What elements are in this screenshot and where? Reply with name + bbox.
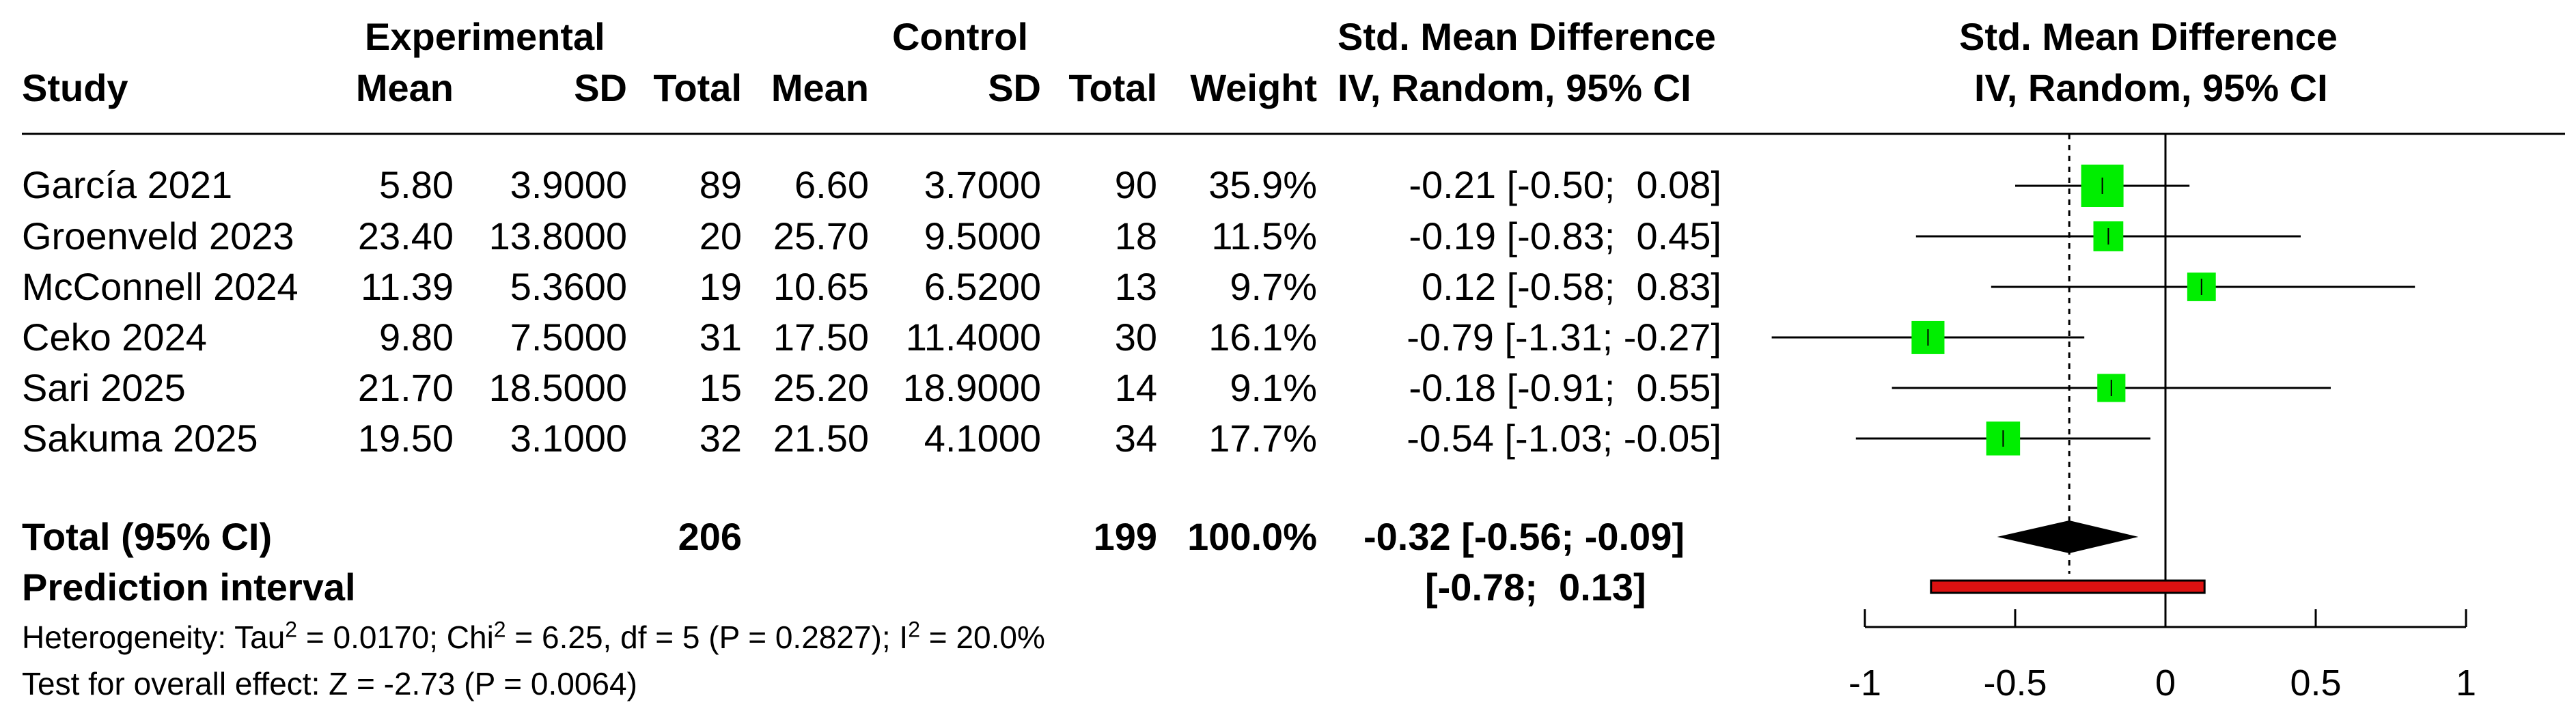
exp-mean: 19.50 [357,417,454,460]
weight: 9.7% [1230,265,1317,308]
ctrl-mean: 17.50 [773,316,869,359]
smd-header-line2: IV, Random, 95% CI [1338,66,1691,109]
ctrl-mean-header: Mean [771,66,869,109]
exp-sd: 3.9000 [510,163,627,206]
ctrl-sd: 18.9000 [902,366,1041,409]
exp-total: 89 [699,163,742,206]
exp-mean-header: Mean [355,66,454,109]
total-ci-text: -0.32 [-0.56; -0.09] [1363,515,1685,558]
ctrl-sd: 3.7000 [924,163,1041,206]
ctrl-sd: 6.5200 [924,265,1041,308]
total-ctrl-n: 199 [1093,515,1157,558]
x-tick-label: -1 [1848,663,1881,704]
ctrl-total: 34 [1114,417,1157,460]
weight: 16.1% [1208,316,1317,359]
plot-header-line1: Std. Mean Difference [1959,15,2338,58]
exp-total: 15 [699,366,742,409]
exp-total: 19 [699,265,742,308]
x-tick-label: 1 [2456,663,2476,704]
prediction-interval-bar [1930,579,2206,594]
ci-text: -0.19 [-0.83; 0.45] [1409,214,1721,257]
x-tick-label: 0 [2155,663,2176,704]
pooled-diamond [1997,520,2139,553]
study-name: McConnell 2024 [22,265,299,308]
weight: 35.9% [1208,163,1317,206]
exp-mean: 5.80 [379,163,454,206]
study-name: Sari 2025 [22,366,186,409]
exp-total-header: Total [653,66,742,109]
weight-header: Weight [1190,66,1317,109]
exp-mean: 9.80 [379,316,454,359]
ci-text: -0.79 [-1.31; -0.27] [1407,316,1721,359]
ctrl-sd: 9.5000 [924,214,1041,257]
x-tick-label: 0.5 [2290,663,2341,704]
ctrl-total: 30 [1114,316,1157,359]
ctrl-total: 18 [1114,214,1157,257]
exp-sd-header: SD [574,66,627,109]
prediction-ci-text: [-0.78; 0.13] [1425,566,1646,609]
total-weight: 100.0% [1187,515,1317,558]
exp-sd: 5.3600 [510,265,627,308]
ctrl-total: 14 [1114,366,1157,409]
exp-mean: 11.39 [361,265,454,308]
overall-effect-text: Test for overall effect: Z = -2.73 (P = … [22,666,637,701]
total-label: Total (95% CI) [22,515,273,558]
ci-text: -0.54 [-1.03; -0.05] [1407,417,1721,460]
exp-sd: 18.5000 [488,366,627,409]
exp-total: 20 [699,214,742,257]
ci-text: 0.12 [-0.58; 0.83] [1422,265,1721,308]
exp-sd: 7.5000 [510,316,627,359]
ctrl-total: 90 [1114,163,1157,206]
prediction-label: Prediction interval [22,566,356,609]
study-name: García 2021 [22,163,233,206]
exp-mean: 23.40 [357,214,454,257]
smd-header-line1: Std. Mean Difference [1338,15,1716,58]
weight: 17.7% [1208,417,1317,460]
ci-text: -0.21 [-0.50; 0.08] [1409,163,1721,206]
ctrl-sd-header: SD [988,66,1041,109]
experimental-header: Experimental [365,15,605,58]
exp-total: 32 [699,417,742,460]
ctrl-mean: 10.65 [773,265,869,308]
ctrl-total: 13 [1114,265,1157,308]
study-column-header: Study [22,66,128,109]
exp-sd: 13.8000 [488,214,627,257]
exp-mean: 21.70 [357,366,454,409]
study-name: Ceko 2024 [22,316,207,359]
ctrl-sd: 4.1000 [924,417,1041,460]
ctrl-total-header: Total [1068,66,1157,109]
ctrl-mean: 21.50 [773,417,869,460]
exp-sd: 3.1000 [510,417,627,460]
plot-header-line2: IV, Random, 95% CI [1974,66,2328,109]
exp-total: 31 [699,316,742,359]
ctrl-mean: 6.60 [794,163,869,206]
weight: 9.1% [1230,366,1317,409]
total-exp-n: 206 [678,515,742,558]
study-name: Sakuma 2025 [22,417,258,460]
study-name: Groenveld 2023 [22,214,294,257]
ctrl-sd: 11.4000 [905,316,1041,359]
heterogeneity-text: Heterogeneity: Tau2 = 0.0170; Chi2 = 6.2… [22,617,1045,655]
weight: 11.5% [1211,214,1317,257]
x-tick-label: -0.5 [1983,663,2047,704]
ci-text: -0.18 [-0.91; 0.55] [1409,366,1721,409]
control-header: Control [892,15,1029,58]
ctrl-mean: 25.70 [773,214,869,257]
ctrl-mean: 25.20 [773,366,869,409]
